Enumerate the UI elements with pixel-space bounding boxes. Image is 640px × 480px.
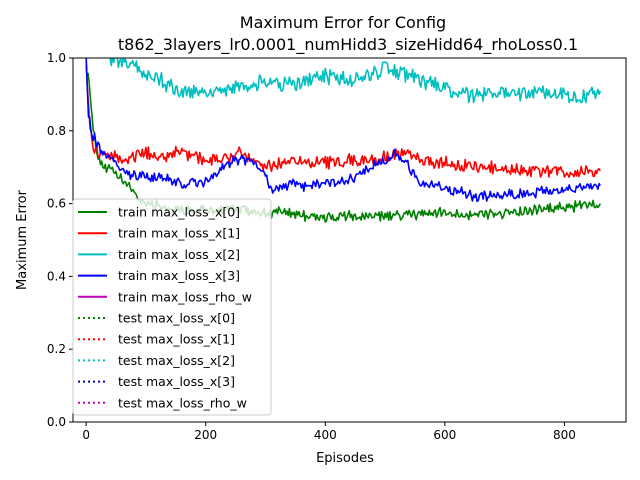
- y-tick-label: 0.2: [47, 342, 66, 356]
- y-axis-label: Maximum Error: [15, 189, 30, 290]
- y-tick-label: 0.8: [47, 124, 66, 138]
- legend-label: train max_loss_rho_w: [118, 289, 252, 304]
- series-line-3: [85, 58, 601, 203]
- x-axis: 0 200 400 600 800: [82, 422, 576, 442]
- series-layer: [85, 58, 602, 223]
- x-axis-label: Episodes: [316, 451, 374, 466]
- chart-subtitle: t862_3layers_lr0.0001_numHidd3_sizeHidd6…: [118, 35, 578, 55]
- legend-label: test max_loss_x[2]: [118, 353, 235, 368]
- x-tick-label: 200: [194, 428, 217, 442]
- chart-title: Maximum Error for Config: [240, 13, 446, 32]
- series-line-1: [85, 61, 601, 178]
- legend-label: train max_loss_x[0]: [118, 205, 240, 220]
- y-tick-label: 1.0: [47, 51, 66, 65]
- x-tick-label: 0: [82, 428, 90, 442]
- y-tick-label: 0.0: [47, 415, 66, 429]
- legend-label: train max_loss_x[3]: [118, 268, 240, 283]
- x-tick-label: 400: [314, 428, 337, 442]
- y-tick-label: 0.6: [47, 197, 66, 211]
- x-tick-label: 800: [553, 428, 576, 442]
- x-tick-label: 600: [433, 428, 456, 442]
- legend-label: test max_loss_x[1]: [118, 332, 235, 347]
- y-axis: 0.0 0.2 0.4 0.6 0.8 1.0: [47, 51, 73, 429]
- y-tick-label: 0.4: [47, 269, 66, 283]
- legend-label: train max_loss_x[2]: [118, 247, 240, 262]
- legend-box: [72, 198, 272, 416]
- legend-label: train max_loss_x[1]: [118, 226, 240, 241]
- legend-label: test max_loss_x[0]: [118, 311, 235, 326]
- series-line-2: [109, 58, 602, 104]
- legend: train max_loss_x[0]train max_loss_x[1]tr…: [72, 198, 272, 416]
- legend-label: test max_loss_x[3]: [118, 374, 235, 389]
- legend-label: test max_loss_rho_w: [118, 395, 247, 410]
